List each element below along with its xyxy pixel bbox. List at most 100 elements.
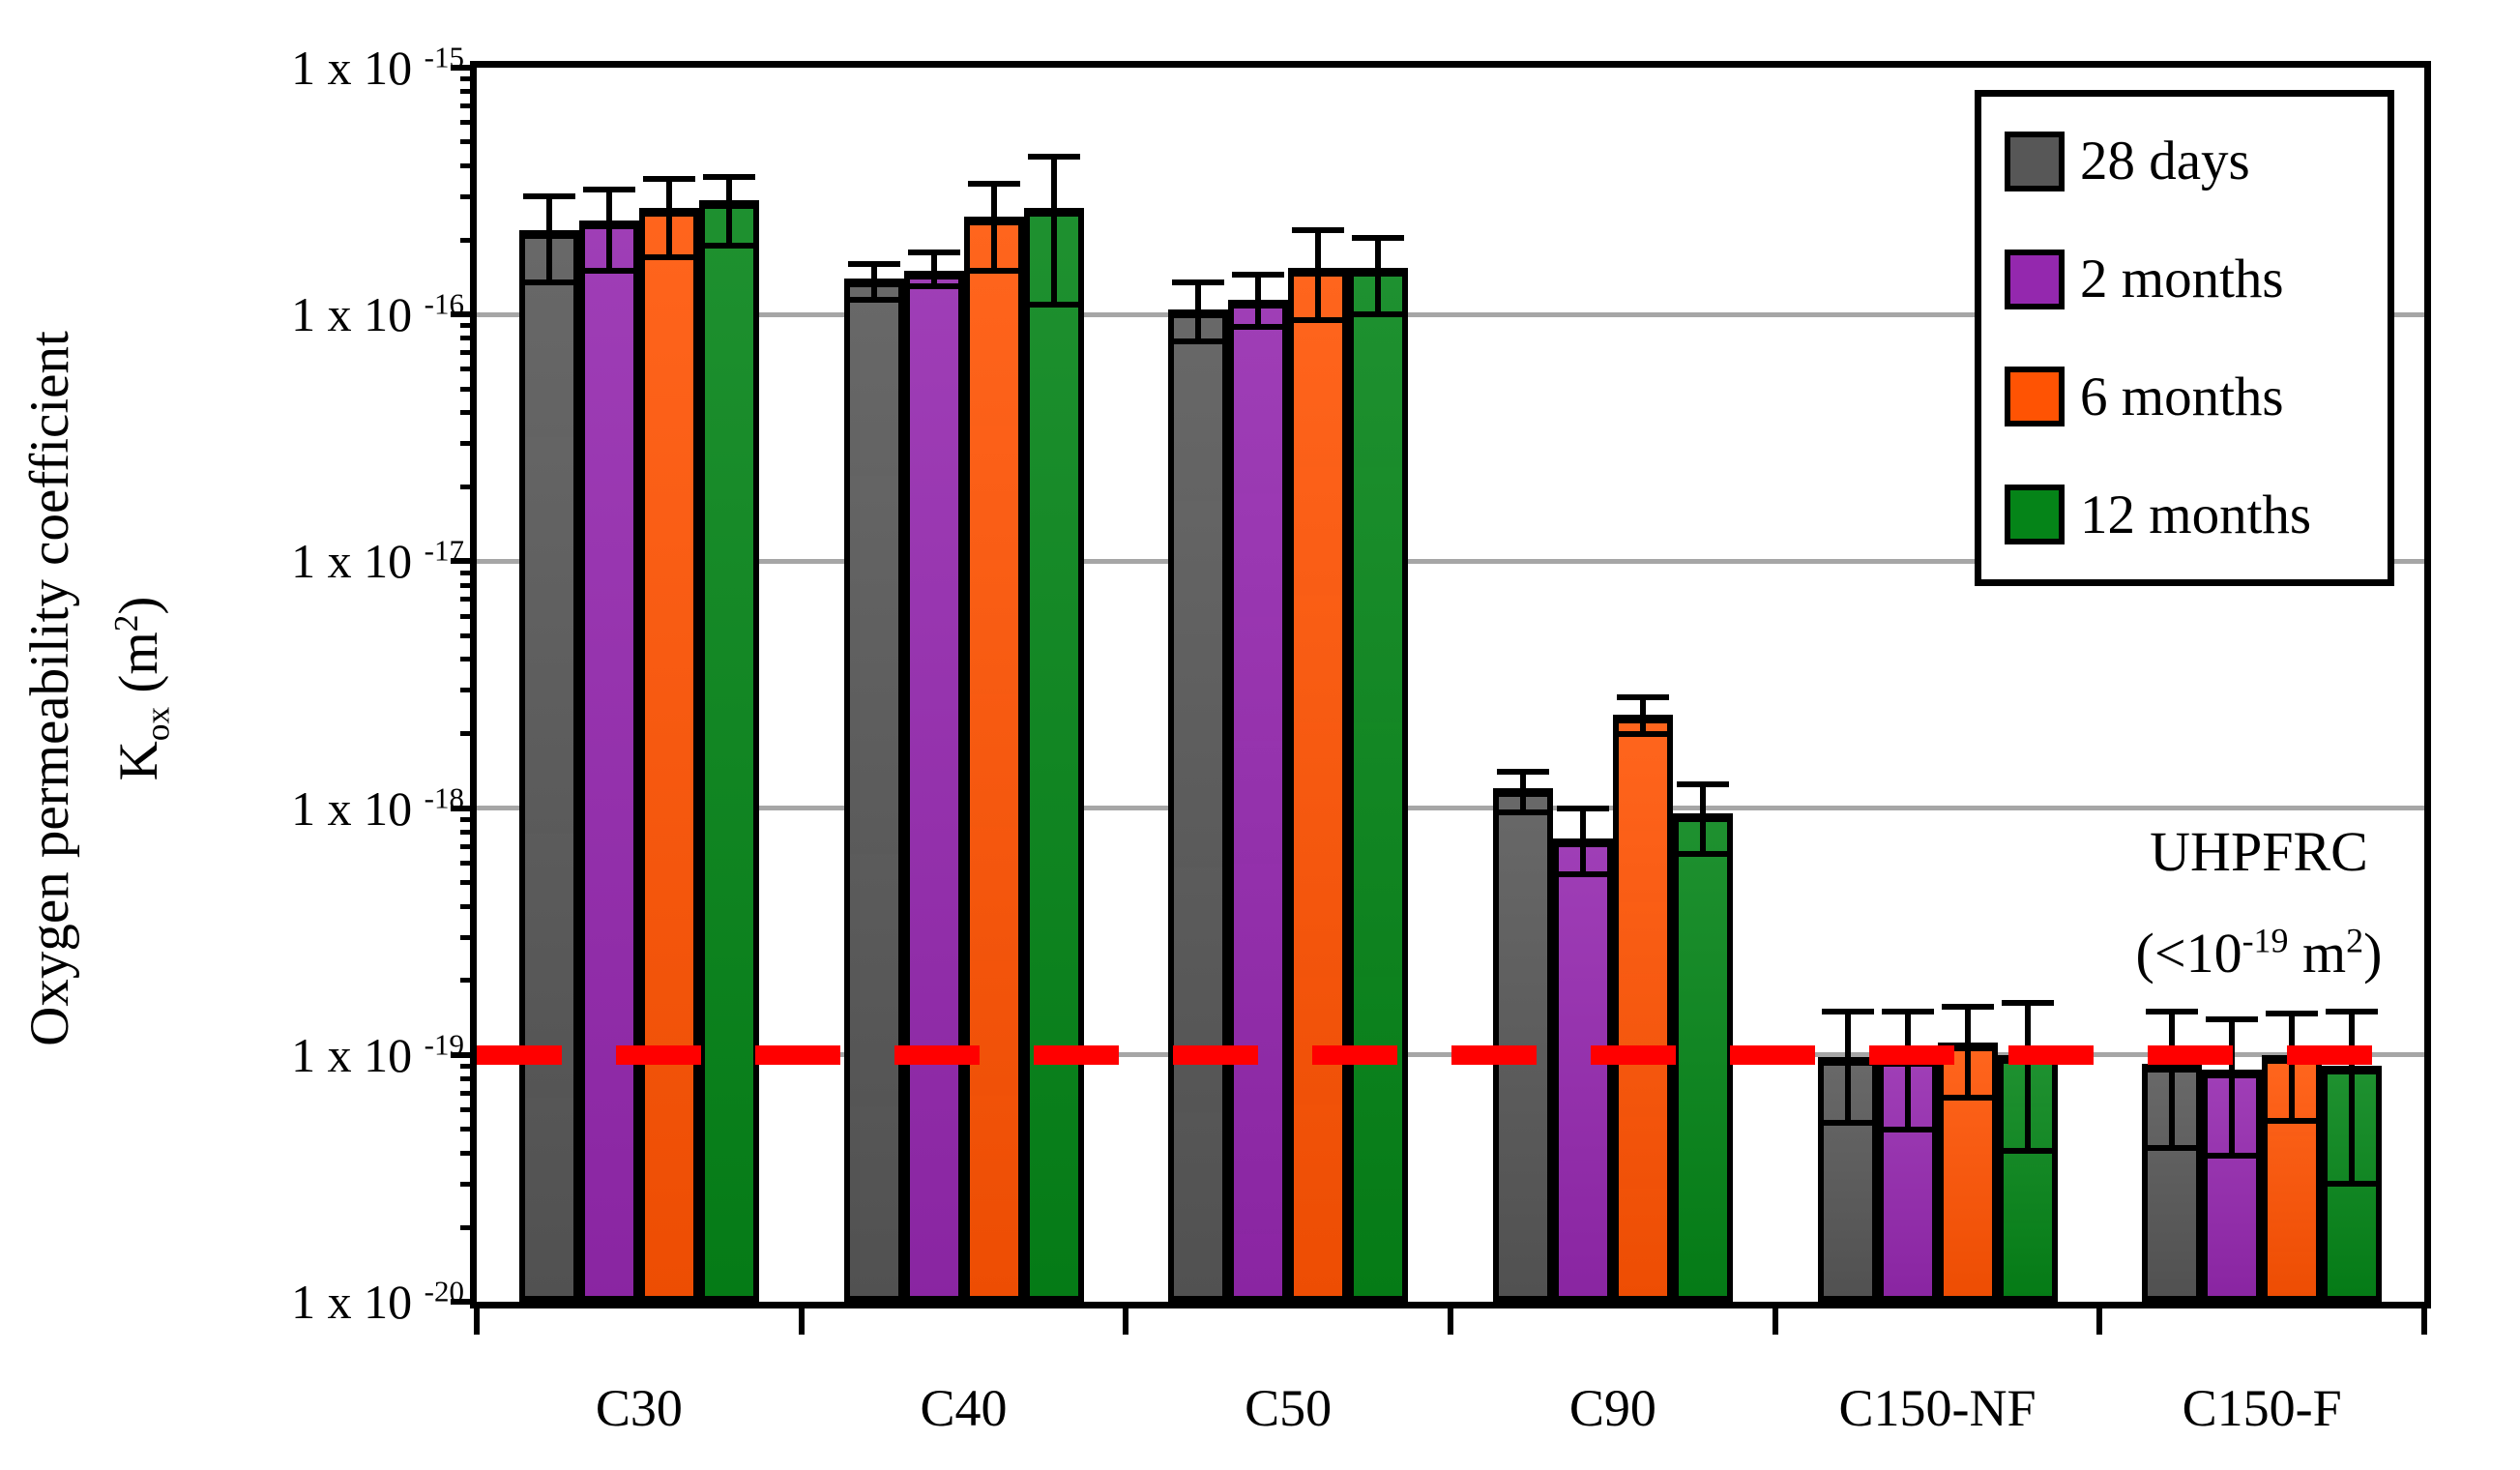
error-bar-stem bbox=[870, 264, 877, 300]
y-minor-tick bbox=[460, 350, 477, 356]
error-bar-cap-top bbox=[907, 250, 960, 256]
y-minor-tick bbox=[460, 934, 477, 940]
error-bar-cap-bottom bbox=[907, 283, 960, 290]
y-minor-tick bbox=[460, 193, 477, 199]
superscript: 2 bbox=[107, 614, 145, 632]
bar-C40-28-days bbox=[843, 278, 904, 1302]
legend-item-12-months: 12 months bbox=[1981, 484, 2388, 546]
bar-C50-28-days bbox=[1168, 309, 1229, 1302]
legend-swatch-icon bbox=[2005, 131, 2065, 191]
x-tick bbox=[2421, 1308, 2427, 1335]
y-minor-tick bbox=[460, 582, 477, 588]
error-bar-cap-bottom bbox=[1616, 730, 1669, 737]
y-minor-tick bbox=[460, 367, 477, 372]
reference-line-dashed bbox=[477, 1044, 2424, 1065]
x-tick bbox=[2096, 1308, 2103, 1335]
y-minor-tick bbox=[460, 1224, 477, 1230]
y-tick-label-1e-15: 1 x 10 -15 bbox=[155, 33, 464, 103]
text-segment: (m bbox=[108, 632, 169, 707]
y-minor-tick bbox=[460, 336, 477, 341]
error-bar-cap-bottom bbox=[2266, 1118, 2319, 1125]
y-minor-tick bbox=[460, 843, 477, 849]
text-segment: m bbox=[2288, 922, 2347, 985]
bar-C40-12-months bbox=[1023, 208, 1084, 1302]
superscript: -19 bbox=[2242, 921, 2289, 960]
error-bar-cap-bottom bbox=[2001, 1147, 2054, 1154]
error-bar-cap-top bbox=[1172, 279, 1225, 285]
bar-C90-6-months bbox=[1612, 714, 1673, 1302]
y-minor-tick bbox=[460, 731, 477, 737]
error-bar-cap-top bbox=[1821, 1008, 1874, 1014]
error-bar-cap-bottom bbox=[1232, 324, 1285, 331]
bar-C30-12-months bbox=[698, 200, 759, 1302]
error-bar-stem bbox=[1639, 697, 1646, 734]
y-minor-tick bbox=[460, 1090, 477, 1096]
superscript: 2 bbox=[2346, 921, 2364, 960]
legend-item-28-days: 28 days bbox=[1981, 130, 2388, 192]
bar-C50-2-months bbox=[1228, 299, 1289, 1302]
error-bar-cap-bottom bbox=[847, 296, 900, 303]
error-bar-cap-bottom bbox=[1027, 301, 1080, 308]
subscript: ox bbox=[138, 706, 177, 742]
x-category-label-C90: C90 bbox=[1568, 1379, 1656, 1437]
error-bar-cap-top bbox=[1292, 226, 1345, 233]
error-bar-stem bbox=[930, 252, 937, 287]
error-bar-stem bbox=[665, 178, 672, 258]
y-minor-tick bbox=[460, 237, 477, 243]
y-minor-tick bbox=[460, 89, 477, 95]
legend-swatch-icon bbox=[2005, 485, 2065, 545]
error-bar-stem bbox=[2289, 1014, 2296, 1122]
error-bar-stem bbox=[2024, 1003, 2031, 1151]
error-bar-cap-bottom bbox=[1292, 316, 1345, 323]
bar-C50-12-months bbox=[1348, 267, 1409, 1302]
y-tick-label-1e-18: 1 x 10 -18 bbox=[155, 774, 464, 843]
bar-C30-28-days bbox=[518, 229, 579, 1302]
y-minor-tick bbox=[460, 485, 477, 490]
y-major-tick-1e-20 bbox=[451, 1299, 477, 1305]
error-bar-stem bbox=[1844, 1011, 1851, 1124]
x-category-label-C30: C30 bbox=[595, 1379, 683, 1437]
error-bar-stem bbox=[1255, 275, 1262, 328]
error-bar-cap-bottom bbox=[2326, 1181, 2379, 1188]
error-bar-stem bbox=[2169, 1011, 2176, 1148]
y-minor-tick bbox=[460, 76, 477, 82]
error-bar-cap-bottom bbox=[582, 268, 635, 275]
error-bar-cap-bottom bbox=[1496, 809, 1549, 816]
x-tick bbox=[474, 1308, 480, 1335]
y-minor-tick bbox=[460, 323, 477, 329]
y-major-tick-1e-17 bbox=[451, 558, 477, 565]
y-tick-label-1e-19: 1 x 10 -19 bbox=[155, 1020, 464, 1090]
y-minor-tick bbox=[460, 1063, 477, 1069]
x-tick bbox=[798, 1308, 805, 1335]
error-bar-cap-bottom bbox=[1352, 311, 1405, 318]
y-tick-label-1e-17: 1 x 10 -17 bbox=[155, 526, 464, 596]
error-bar-cap-bottom bbox=[702, 243, 755, 250]
y-minor-tick bbox=[460, 903, 477, 909]
bar-C40-6-months bbox=[963, 216, 1024, 1302]
y-minor-tick bbox=[460, 570, 477, 575]
y-minor-tick bbox=[460, 879, 477, 885]
error-bar-cap-top bbox=[967, 180, 1020, 187]
error-bar-cap-bottom bbox=[1172, 338, 1225, 344]
y-minor-tick bbox=[460, 103, 477, 109]
y-major-tick-1e-15 bbox=[451, 65, 477, 71]
error-bar-cap-bottom bbox=[522, 279, 575, 285]
y-minor-tick bbox=[460, 1150, 477, 1156]
text-segment: ) bbox=[2363, 922, 2383, 985]
gridline-1e-16 bbox=[477, 311, 2424, 317]
error-bar-stem bbox=[1519, 772, 1526, 813]
legend-item-2-months: 2 months bbox=[1981, 248, 2388, 310]
x-tick bbox=[1448, 1308, 1453, 1335]
y-minor-tick bbox=[460, 632, 477, 638]
error-bar-cap-top bbox=[642, 175, 695, 182]
error-bar-cap-top bbox=[2326, 1008, 2379, 1014]
error-bar-stem bbox=[1699, 783, 1706, 855]
y-tick-base: 1 x 10 bbox=[291, 534, 425, 589]
y-minor-tick bbox=[460, 1106, 477, 1112]
x-category-label-C40: C40 bbox=[920, 1379, 1008, 1437]
error-bar-cap-top bbox=[1496, 769, 1549, 776]
text-segment: ) bbox=[108, 596, 169, 615]
bar-C30-6-months bbox=[638, 208, 699, 1302]
error-bar-stem bbox=[545, 196, 552, 282]
